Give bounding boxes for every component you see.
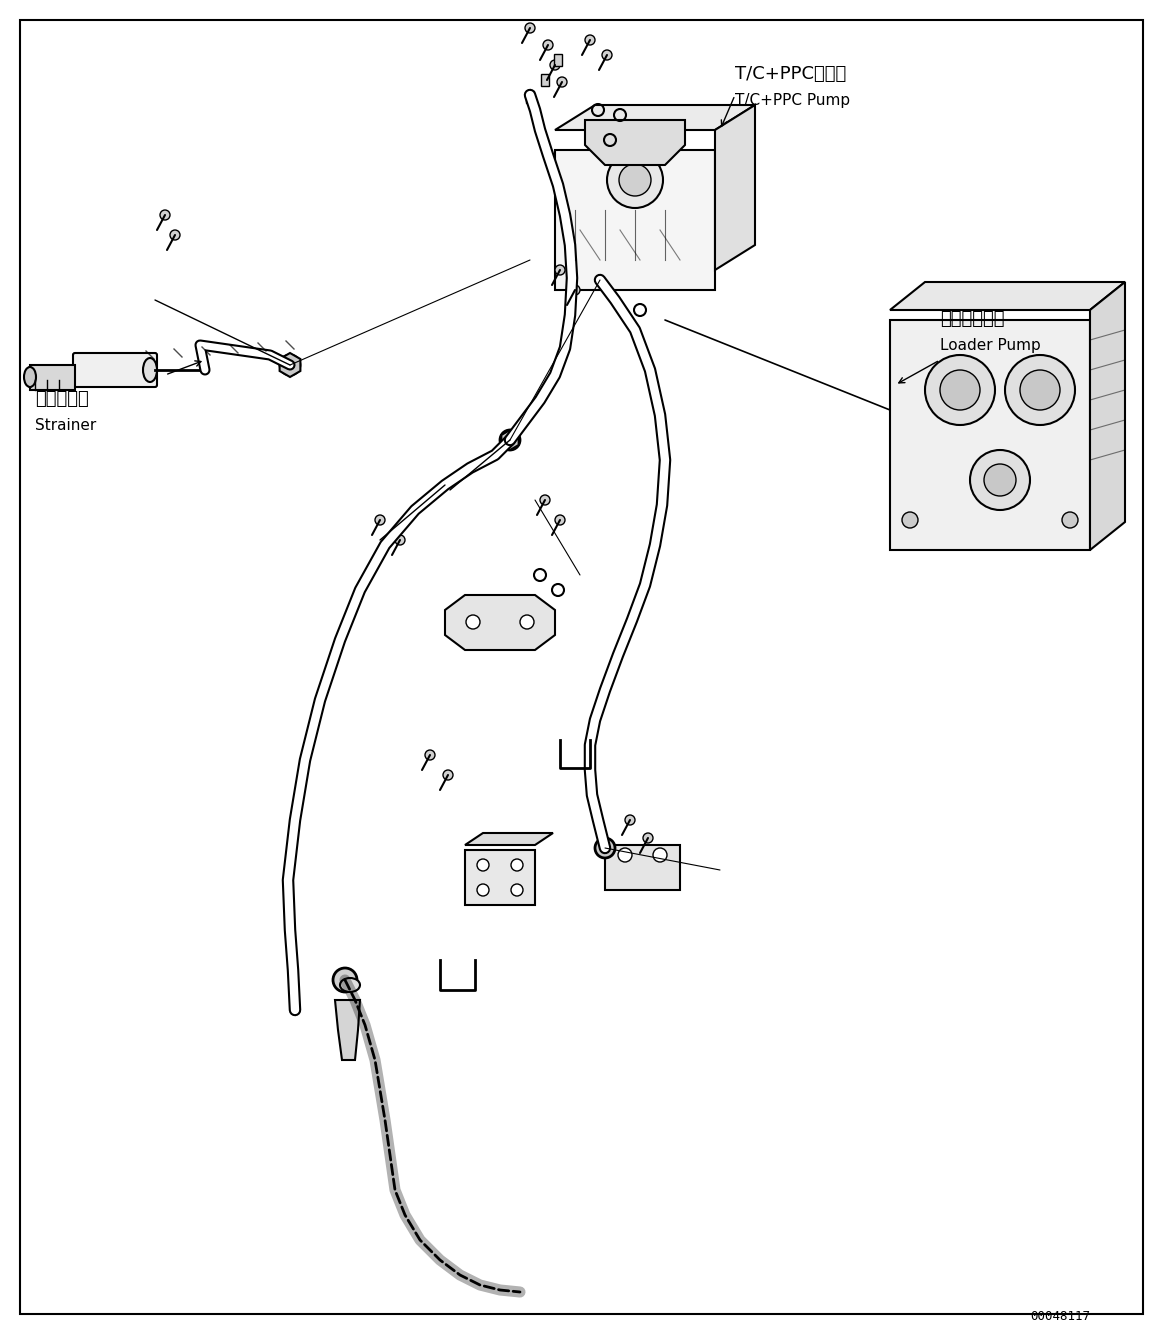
Circle shape: [625, 815, 635, 824]
Ellipse shape: [340, 978, 361, 992]
Circle shape: [970, 450, 1030, 510]
Circle shape: [280, 355, 300, 375]
Text: Loader Pump: Loader Pump: [940, 338, 1041, 354]
Bar: [465, 850, 535, 904]
Circle shape: [984, 464, 1016, 496]
Circle shape: [477, 859, 488, 871]
Polygon shape: [715, 105, 755, 269]
Circle shape: [595, 838, 615, 858]
Polygon shape: [555, 105, 755, 129]
Circle shape: [652, 848, 668, 862]
Circle shape: [170, 229, 180, 240]
FancyBboxPatch shape: [73, 354, 157, 387]
Circle shape: [374, 515, 385, 526]
Bar: [541, 73, 549, 85]
Polygon shape: [1090, 281, 1125, 550]
Polygon shape: [585, 120, 685, 165]
Ellipse shape: [143, 358, 157, 382]
Bar: [605, 844, 680, 890]
Circle shape: [618, 848, 632, 862]
Text: ストレーナ: ストレーナ: [35, 390, 88, 408]
Circle shape: [902, 512, 918, 528]
Polygon shape: [335, 1000, 361, 1061]
Circle shape: [520, 615, 534, 630]
Text: T/C+PPCポンプ: T/C+PPCポンプ: [735, 65, 847, 83]
Circle shape: [557, 77, 568, 87]
Circle shape: [1005, 355, 1075, 426]
Text: T/C+PPC Pump: T/C+PPC Pump: [735, 93, 850, 108]
Bar: [890, 320, 1090, 550]
Circle shape: [550, 60, 561, 69]
Circle shape: [540, 495, 550, 506]
Circle shape: [443, 770, 454, 780]
Circle shape: [500, 430, 520, 450]
Circle shape: [395, 535, 405, 546]
Text: ローダポンプ: ローダポンプ: [940, 309, 1005, 328]
Circle shape: [466, 615, 480, 630]
Polygon shape: [890, 281, 1125, 309]
Circle shape: [925, 355, 996, 426]
Ellipse shape: [24, 367, 36, 387]
Circle shape: [477, 884, 488, 896]
Circle shape: [424, 750, 435, 760]
Bar: [526, 91, 534, 103]
Circle shape: [333, 968, 357, 992]
Circle shape: [1020, 370, 1059, 410]
Bar: [554, 53, 562, 65]
Circle shape: [585, 35, 595, 45]
FancyBboxPatch shape: [555, 149, 715, 289]
Circle shape: [511, 884, 523, 896]
Polygon shape: [465, 832, 552, 844]
Circle shape: [602, 49, 612, 60]
Polygon shape: [445, 595, 555, 650]
Circle shape: [940, 370, 980, 410]
Circle shape: [543, 40, 552, 49]
Text: Strainer: Strainer: [35, 418, 97, 434]
Text: 00048117: 00048117: [1030, 1310, 1090, 1323]
Circle shape: [525, 23, 535, 33]
Circle shape: [555, 515, 565, 526]
Bar: [30, 366, 74, 390]
Circle shape: [643, 832, 652, 843]
Circle shape: [619, 164, 651, 196]
Circle shape: [511, 859, 523, 871]
Circle shape: [570, 285, 580, 295]
Circle shape: [607, 152, 663, 208]
Circle shape: [555, 265, 565, 275]
Circle shape: [160, 209, 170, 220]
Circle shape: [1062, 512, 1078, 528]
